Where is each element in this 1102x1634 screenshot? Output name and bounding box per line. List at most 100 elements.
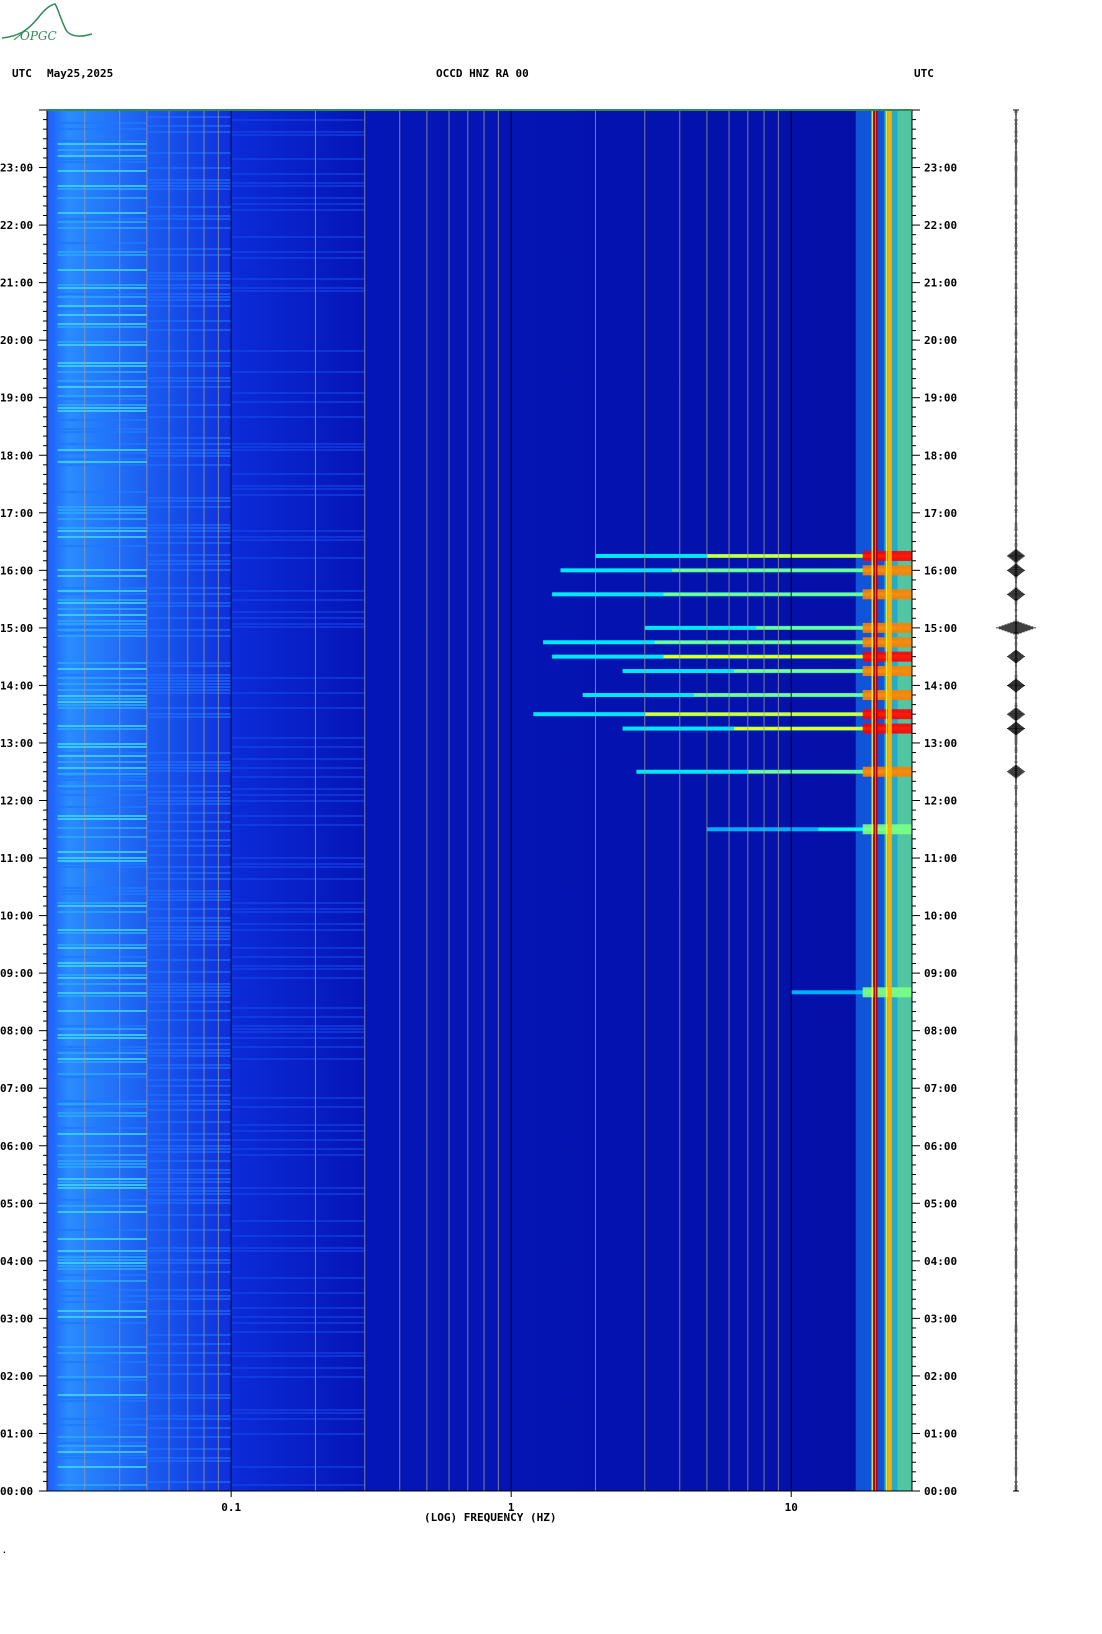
texture-row (231, 1193, 365, 1195)
texture-row (57, 1424, 147, 1426)
texture-row (146, 971, 232, 973)
texture-row (146, 380, 232, 382)
texture-row (146, 320, 232, 322)
texture-row (57, 593, 147, 595)
texture-row (57, 506, 147, 508)
texture-row (57, 293, 147, 295)
texture-row (146, 1151, 232, 1153)
texture-row (146, 1178, 232, 1180)
event-band-core (663, 655, 912, 659)
texture-row (231, 173, 365, 175)
event-band-core (734, 669, 912, 673)
texture-row (57, 776, 147, 778)
texture-row (57, 911, 147, 913)
texture-row (146, 1190, 232, 1192)
texture-row (231, 1235, 365, 1237)
event-band-core (694, 693, 912, 697)
y-tick-label: 08:00 (924, 1025, 957, 1038)
y-tick-label: 17:00 (0, 507, 33, 520)
texture-row (146, 152, 232, 154)
texture-row (57, 128, 147, 130)
texture-row (231, 1016, 365, 1018)
texture-row (146, 908, 232, 910)
texture-row (146, 536, 232, 538)
texture-row (57, 743, 147, 745)
texture-row (57, 1127, 147, 1129)
texture-row (57, 1154, 147, 1156)
texture-row (146, 845, 232, 847)
texture-row (146, 1202, 232, 1204)
texture-row (231, 746, 365, 748)
texture-row (146, 1373, 232, 1375)
texture-row (146, 227, 232, 229)
texture-row (57, 380, 147, 382)
event-band-hf (862, 766, 912, 777)
texture-row (231, 857, 365, 859)
texture-row (231, 1466, 365, 1468)
y-tick-label: 18:00 (0, 449, 33, 462)
texture-row (146, 1364, 232, 1366)
texture-row (146, 920, 232, 922)
texture-row (57, 755, 147, 757)
texture-row (146, 1310, 232, 1312)
texture-row (57, 857, 147, 859)
texture-row (231, 866, 365, 868)
texture-row (231, 965, 365, 967)
texture-row (231, 800, 365, 802)
texture-row (146, 830, 232, 832)
texture-row (146, 215, 232, 217)
texture-row (146, 293, 232, 295)
texture-row (57, 185, 147, 187)
texture-row (231, 737, 365, 739)
texture-row (231, 794, 365, 796)
texture-row (57, 1115, 147, 1117)
texture-row (57, 860, 147, 862)
texture-row (231, 1355, 365, 1357)
texture-row (57, 254, 147, 256)
texture-row (146, 890, 232, 892)
texture-row (146, 1343, 232, 1345)
texture-row (231, 1418, 365, 1420)
utc-right-label: UTC (914, 67, 934, 80)
texture-row (57, 536, 147, 538)
y-tick-label: 07:00 (0, 1082, 33, 1095)
texture-row (57, 794, 147, 796)
texture-row (146, 527, 232, 529)
texture-row (57, 590, 147, 592)
texture-row (57, 1259, 147, 1261)
texture-row (231, 824, 365, 826)
texture-row (146, 1415, 232, 1417)
texture-row (57, 1376, 147, 1378)
y-tick-label: 02:00 (924, 1370, 957, 1383)
texture-row (231, 1247, 365, 1249)
persistent-line-edge (885, 110, 888, 1491)
texture-row (57, 1199, 147, 1201)
texture-row (231, 863, 365, 865)
texture-row (146, 1229, 232, 1231)
texture-row (146, 1049, 232, 1051)
texture-row (57, 602, 147, 604)
texture-row (57, 674, 147, 676)
texture-row (231, 1130, 365, 1132)
y-tick-label: 15:00 (0, 622, 33, 635)
texture-row (231, 767, 365, 769)
event-band-hf (862, 550, 912, 561)
texture-row (231, 908, 365, 910)
texture-row (57, 341, 147, 343)
texture-row (231, 134, 365, 136)
texture-row (57, 443, 147, 445)
texture-row (57, 929, 147, 931)
texture-row (146, 680, 232, 682)
texture-row (231, 1376, 365, 1378)
texture-row (57, 707, 147, 709)
event-band-core (663, 592, 912, 596)
texture-row (146, 218, 232, 220)
texture-row (57, 614, 147, 616)
texture-row (146, 1121, 232, 1123)
texture-row (146, 797, 232, 799)
y-tick-label: 18:00 (924, 449, 957, 462)
texture-row (57, 1205, 147, 1207)
opgc-logo: OPGC (0, 0, 95, 52)
y-tick-label: 20:00 (924, 334, 957, 347)
event-band-core (756, 626, 912, 630)
